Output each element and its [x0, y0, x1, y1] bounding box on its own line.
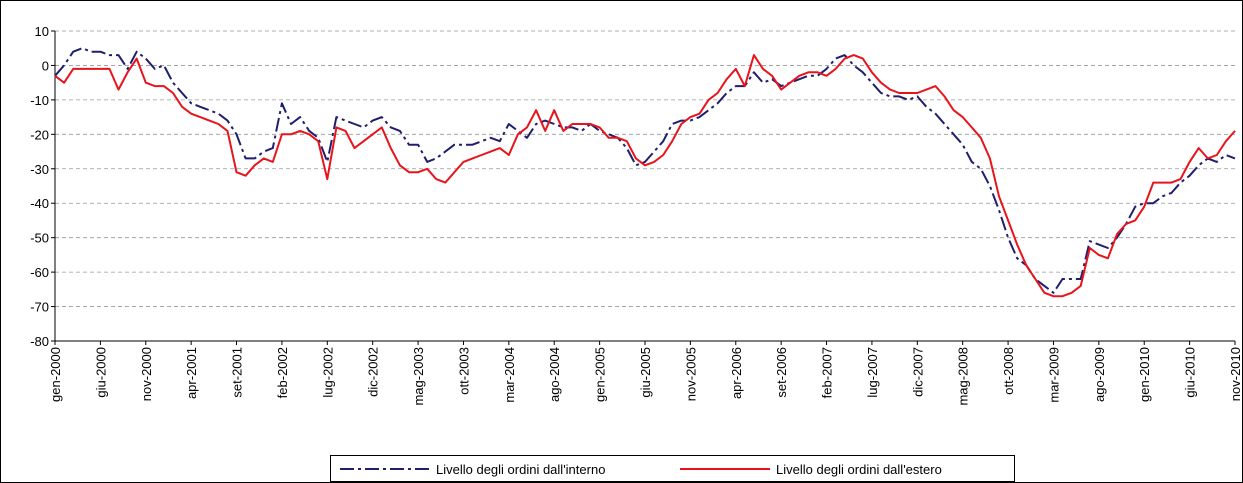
x-tick-label: mar-2004	[502, 347, 517, 403]
x-tick-label: dic-2007	[910, 347, 925, 397]
x-tick-label: nov-2000	[139, 347, 154, 401]
legend-box	[330, 455, 1015, 482]
x-tick-label: lug-2002	[320, 347, 335, 398]
x-tick-label: set-2006	[774, 347, 789, 398]
x-tick-label: gen-2000	[48, 347, 63, 402]
y-tick-label: -70	[30, 300, 49, 315]
x-tick-label: ago-2009	[1092, 347, 1107, 402]
x-tick-label: lug-2007	[865, 347, 880, 398]
x-tick-label: gen-2010	[1137, 347, 1152, 402]
y-tick-label: -50	[30, 231, 49, 246]
x-tick-label: giu-2000	[93, 347, 108, 398]
legend-label: Livello degli ordini dall'interno	[436, 462, 605, 477]
x-tick-label: gen-2005	[593, 347, 608, 402]
x-tick-label: ott-2003	[456, 347, 471, 395]
y-tick-label: -20	[30, 127, 49, 142]
x-tick-label: nov-2005	[683, 347, 698, 401]
x-tick-label: giu-2010	[1183, 347, 1198, 398]
y-tick-label: -80	[30, 334, 49, 349]
y-tick-label: -60	[30, 265, 49, 280]
x-tick-label: feb-2002	[275, 347, 290, 398]
x-tick-label: giu-2005	[638, 347, 653, 398]
x-tick-label: mag-2008	[956, 347, 971, 406]
y-tick-label: 0	[42, 58, 49, 73]
x-tick-label: mar-2009	[1046, 347, 1061, 403]
x-tick-label: set-2001	[230, 347, 245, 398]
x-tick-label: dic-2002	[366, 347, 381, 397]
x-tick-label: ott-2008	[1001, 347, 1016, 395]
legend-label: Livello degli ordini dall'estero	[776, 462, 942, 477]
x-tick-label: nov-2010	[1228, 347, 1243, 401]
x-tick-label: mag-2003	[411, 347, 426, 406]
x-tick-label: apr-2001	[184, 347, 199, 399]
y-tick-label: -40	[30, 196, 49, 211]
x-tick-label: feb-2007	[820, 347, 835, 398]
y-tick-label: -10	[30, 93, 49, 108]
x-tick-label: ago-2004	[547, 347, 562, 402]
y-tick-label: -30	[30, 162, 49, 177]
x-tick-label: apr-2006	[729, 347, 744, 399]
y-tick-label: 10	[35, 24, 49, 39]
series-line	[54, 54, 1236, 298]
series-line	[54, 47, 1236, 294]
